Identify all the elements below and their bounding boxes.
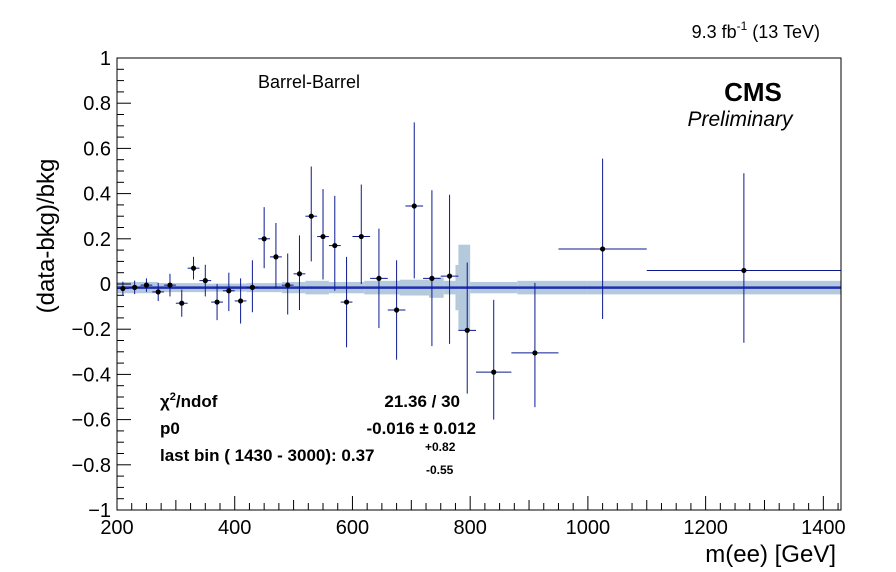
marker [464, 327, 470, 333]
chi2-value: 21.36 / 30 [384, 392, 460, 411]
y-tick-label: 1 [100, 48, 111, 70]
data-point-1 [128, 280, 141, 295]
marker [393, 307, 400, 313]
y-tick-label: 0.8 [83, 93, 111, 115]
data-point-7 [199, 264, 212, 297]
marker [190, 265, 197, 271]
data-point-16 [305, 166, 318, 262]
data-point-24 [423, 190, 441, 347]
data-point-15 [293, 235, 306, 310]
data-points [117, 122, 841, 420]
y-tick-label: −0.8 [72, 455, 111, 477]
marker [600, 246, 606, 252]
y-tick-label: 0.4 [83, 184, 111, 206]
last-bin-up: +0.82 [425, 440, 456, 454]
marker [320, 233, 326, 240]
data-point-12 [258, 207, 271, 269]
marker [214, 299, 220, 305]
data-point-18 [328, 195, 341, 291]
marker [167, 282, 173, 288]
marker [308, 213, 314, 219]
x-tick-label: 600 [336, 517, 369, 539]
x-tick-label: 800 [453, 517, 486, 539]
y-axis-title: (data-bkg)/bkg [33, 159, 60, 314]
category-label: Barrel-Barrel [258, 72, 360, 92]
data-point-14 [281, 253, 294, 315]
last-bin-label: last bin ( 1430 - 3000): 0.37 [160, 446, 375, 465]
marker [226, 288, 232, 294]
x-axis-title: m(ee) [GeV] [705, 541, 836, 568]
x-tick-label: 400 [218, 517, 251, 539]
marker [343, 299, 350, 305]
data-point-26 [458, 262, 477, 394]
marker [491, 369, 497, 375]
marker [273, 254, 279, 260]
data-point-8 [211, 284, 223, 321]
data-point-3 [152, 282, 165, 301]
data-point-27 [476, 299, 512, 420]
data-point-17 [317, 189, 329, 280]
y-tick-label: 0 [100, 274, 111, 296]
x-tick-label: 200 [100, 517, 133, 539]
y-tick-label: −0.6 [72, 410, 111, 432]
y-tick-label: −1 [88, 500, 111, 522]
marker [202, 278, 208, 284]
data-point-11 [246, 260, 259, 313]
marker [143, 282, 150, 288]
y-tick-label: 0.6 [83, 138, 111, 160]
data-point-20 [352, 184, 371, 284]
data-point-22 [387, 260, 406, 360]
marker [179, 300, 185, 306]
marker [238, 298, 244, 304]
data-point-2 [140, 278, 153, 292]
y-tick-label: −0.4 [72, 364, 111, 386]
marker [741, 267, 747, 274]
data-point-28 [511, 282, 559, 408]
marker [358, 233, 364, 240]
y-tick-label: 0.2 [83, 229, 111, 251]
cms-label: CMS [724, 77, 782, 107]
p0-value: -0.016 ± 0.012 [366, 419, 476, 438]
marker [446, 273, 453, 279]
marker [132, 284, 138, 290]
x-tick-label: 1000 [566, 517, 611, 539]
x-tick-label: 1400 [801, 517, 846, 539]
data-point-5 [175, 289, 188, 317]
data-point-30 [646, 173, 841, 343]
data-point-13 [270, 222, 282, 289]
data-point-19 [340, 256, 353, 348]
marker [155, 289, 161, 295]
preliminary-label: Preliminary [687, 108, 794, 131]
marker [120, 285, 126, 292]
marker [411, 203, 417, 209]
x-axis: 200 400 600 800 1000 1200 1400 [100, 496, 846, 539]
chi2-label: χ2/ndof [160, 391, 218, 411]
data-point-25 [440, 194, 459, 344]
data-point-6 [187, 256, 200, 280]
marker [261, 236, 267, 242]
marker [296, 271, 303, 277]
marker [429, 275, 435, 281]
data-point-23 [405, 122, 424, 279]
marker [285, 282, 291, 288]
data-point-29 [558, 158, 647, 320]
y-tick-label: −0.2 [72, 319, 111, 341]
marker [532, 350, 538, 356]
data-point-10 [234, 278, 247, 324]
fit-stats-box: χ2/ndof 21.36 / 30 p0 -0.016 ± 0.012 las… [160, 391, 476, 477]
marker [249, 284, 255, 290]
x-tick-label: 1200 [683, 517, 728, 539]
data-point-21 [370, 228, 388, 329]
marker [376, 275, 382, 281]
y-axis: −1 −0.8 −0.6 −0.4 −0.2 0 0.2 0.4 0.6 0.8 1 [72, 48, 131, 522]
marker [332, 242, 338, 249]
last-bin-down: -0.55 [426, 463, 454, 477]
p0-label: p0 [160, 419, 180, 438]
lumi-label: 9.3 fb-1 (13 TeV) [692, 19, 820, 42]
data-point-9 [222, 272, 235, 312]
data-point-4 [164, 273, 176, 297]
